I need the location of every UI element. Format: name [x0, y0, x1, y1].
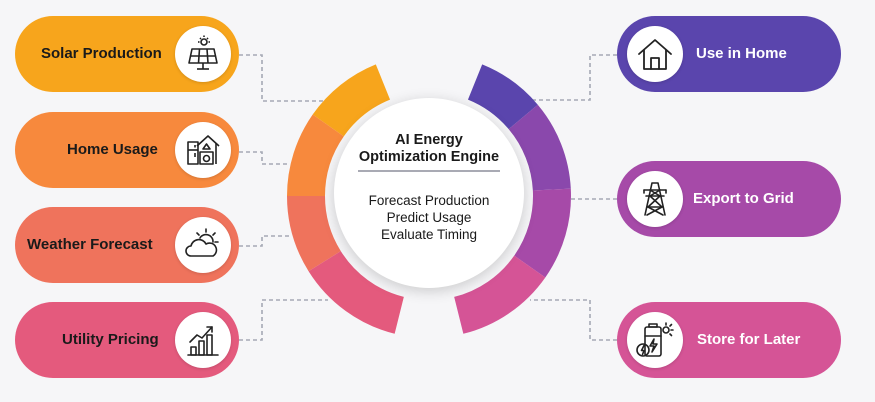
- engine-step: Forecast Production: [368, 193, 490, 208]
- connector-lines: [239, 54, 617, 341]
- input-label: Utility Pricing: [62, 331, 159, 348]
- engine-step: Predict Usage: [386, 210, 472, 225]
- engine-step: Evaluate Timing: [380, 227, 478, 242]
- output-store-for-later: Store for Later: [617, 302, 841, 378]
- connector-line: [239, 151, 290, 165]
- input-label: Home Usage: [67, 141, 158, 158]
- ring-segment-use: [467, 64, 538, 130]
- connector-line: [530, 299, 617, 341]
- house-icon: [627, 26, 683, 82]
- power-tower-icon: [627, 171, 683, 227]
- connector-line: [239, 54, 330, 102]
- output-export-to-grid: Export to Grid: [617, 161, 841, 237]
- ring-segment-pricing: [308, 251, 404, 334]
- ring-segment-weather: [287, 196, 341, 272]
- engine-center: AI Energy Optimization Engine Forecast P…: [334, 98, 524, 288]
- output-label: Store for Later: [697, 331, 801, 348]
- output-label: Use in Home: [696, 45, 787, 62]
- ring-segment-export-a: [508, 104, 571, 191]
- ring-segment-store: [454, 255, 546, 334]
- output-use-in-home: Use in Home: [617, 16, 841, 92]
- ring-segment-export-b: [514, 188, 571, 278]
- output-label: Export to Grid: [693, 190, 794, 207]
- appliances-icon: [175, 122, 231, 178]
- engine-divider: [358, 170, 500, 172]
- connector-line: [239, 235, 290, 247]
- input-weather-forecast: Weather Forecast: [15, 207, 239, 283]
- engine-ring: [287, 64, 571, 334]
- input-label: Weather Forecast: [27, 236, 153, 253]
- connector-line: [239, 299, 328, 341]
- price-chart-icon: [175, 312, 231, 368]
- input-home-usage: Home Usage: [15, 112, 239, 188]
- connector-line: [532, 54, 617, 101]
- engine-steps: Forecast Production Predict Usage Evalua…: [344, 192, 514, 243]
- solar-panel-icon: [175, 26, 231, 82]
- ring-segment-home: [287, 114, 344, 196]
- input-solar-production: Solar Production: [15, 16, 239, 92]
- input-utility-pricing: Utility Pricing: [15, 302, 239, 378]
- input-label: Solar Production: [41, 45, 162, 62]
- battery-icon: [627, 312, 683, 368]
- cloud-sun-icon: [175, 217, 231, 273]
- engine-title: AI Energy Optimization Engine: [358, 132, 500, 165]
- ring-segment-solar: [312, 64, 391, 137]
